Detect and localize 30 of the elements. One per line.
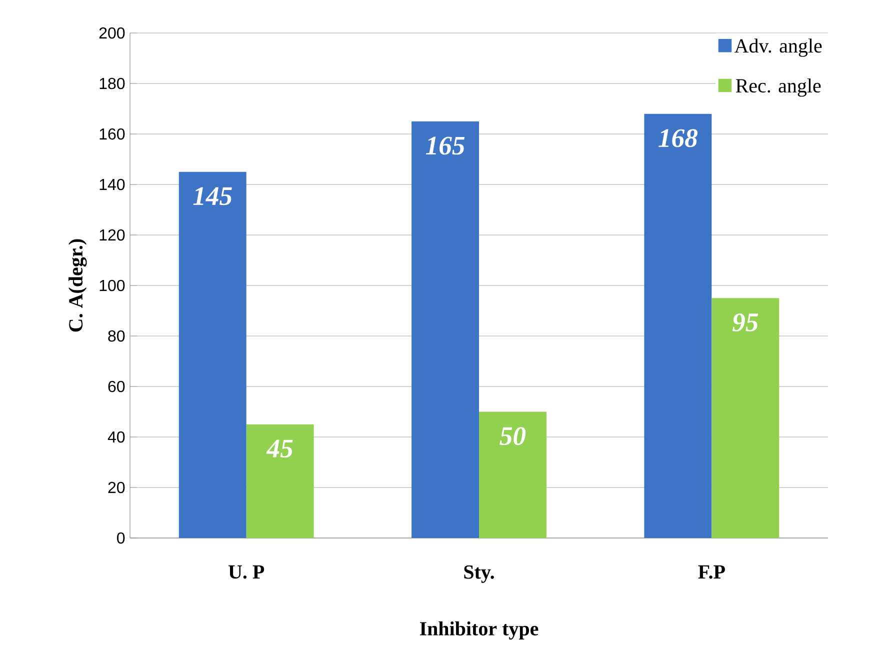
- y-tick-label: 20: [108, 482, 125, 494]
- x-axis-title: Inhibitor type: [420, 621, 538, 640]
- data-label: 145: [193, 187, 232, 206]
- bar: [479, 412, 546, 538]
- y-tick-label: 200: [99, 27, 125, 39]
- y-tick-label: 80: [108, 330, 125, 342]
- data-label: 165: [426, 136, 465, 155]
- y-tick-label: 180: [100, 78, 125, 90]
- y-tick-label: 60: [108, 380, 125, 392]
- y-tick-label: 140: [100, 178, 125, 190]
- y-tick-label: 40: [108, 431, 125, 443]
- data-label: 45: [266, 440, 293, 458]
- x-tick-label: U. P: [228, 565, 264, 579]
- x-tick-label: F.P: [698, 565, 725, 579]
- x-tick-label: Sty.: [464, 565, 494, 583]
- y-tick-label: 0: [117, 532, 125, 544]
- data-label: 168: [658, 129, 698, 148]
- legend-label: Rec. angle: [736, 78, 821, 97]
- bar: [644, 114, 712, 538]
- bar: [712, 298, 780, 538]
- y-tick-label: 100: [100, 280, 125, 292]
- data-label: 95: [732, 313, 758, 332]
- legend-label: Adv. angle: [734, 38, 822, 57]
- bar: [246, 424, 314, 538]
- y-tick-label: 120: [100, 229, 125, 241]
- bar: [412, 121, 479, 538]
- bar: [178, 172, 246, 538]
- y-tick-label: 160: [100, 128, 125, 140]
- y-axis-title: C. A(degr.): [68, 239, 87, 332]
- data-label: 50: [500, 427, 526, 446]
